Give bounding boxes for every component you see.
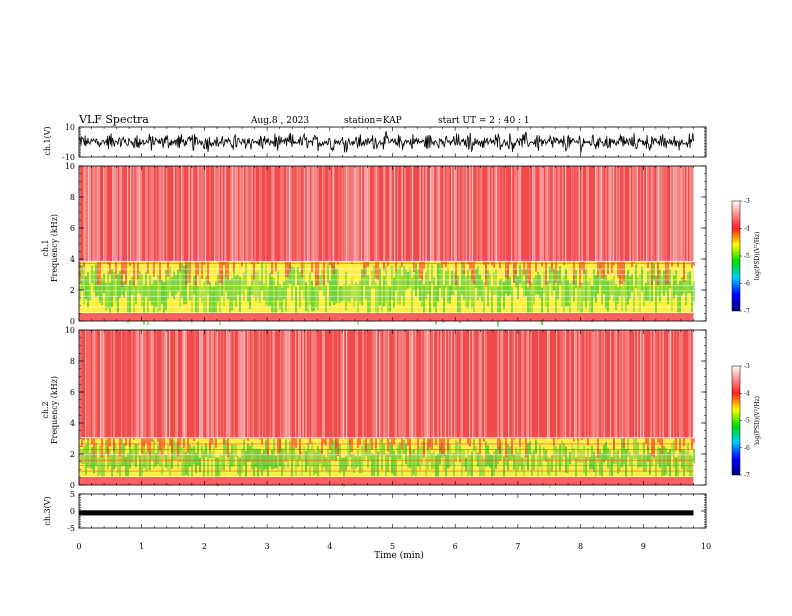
- x-tick-label: 2: [202, 542, 207, 551]
- y-tick-label: 4: [70, 255, 75, 264]
- start-time-label: start UT = 2 : 40 : 1: [438, 116, 530, 126]
- ch1-spec-ylabel: ch.1 Frequency (kHz): [41, 214, 59, 282]
- x-tick-label: 0: [76, 542, 81, 551]
- ch2-spec-ylabel: ch.2 Frequency (kHz): [41, 376, 59, 444]
- date-label: Aug.8 , 2023: [250, 116, 309, 126]
- ch2-colorbar: -3 -4 -5 -6 -7 log(PSD)(V²/Hz): [732, 363, 761, 479]
- x-tick-label: 7: [515, 542, 520, 551]
- colorbar-tick-label: -5: [744, 418, 750, 425]
- y-tick-label: 6: [70, 224, 75, 233]
- x-tick-label: 3: [265, 542, 270, 551]
- y-tick-label: 8: [70, 193, 75, 202]
- station-label: station=KAP: [344, 116, 402, 126]
- colorbar-tick-label: -4: [744, 226, 750, 233]
- colorbar-gradient: [732, 366, 740, 475]
- y-tick-label: 4: [70, 419, 75, 428]
- y-tick-label: 5: [70, 490, 75, 499]
- x-tick-label: 10: [701, 542, 711, 551]
- low-freq-rows: [79, 477, 693, 485]
- ch1-waveform-panel: 10 -10: [62, 123, 706, 162]
- low-freq-rows: [79, 313, 693, 321]
- x-tick-label: 4: [327, 542, 332, 551]
- svg-text:Frequency (kHz): Frequency (kHz): [50, 376, 59, 444]
- colorbar-tick-label: -5: [744, 253, 750, 260]
- colorbar-tick-label: -7: [744, 472, 750, 479]
- y-tick-label: 10: [65, 326, 75, 335]
- x-tick-labels: 0 1 2 3 4 5 6 7 8 9 10: [76, 542, 711, 551]
- x-tick-label: 6: [453, 542, 458, 551]
- colorbar-tick-label: -3: [744, 363, 750, 370]
- colorbar-gradient: [732, 201, 740, 311]
- colorbar-tick-label: -7: [744, 308, 750, 315]
- ch2-spectrogram-panel: 0 2 4 6 8 10: [65, 326, 706, 490]
- y-tick-label: 2: [70, 286, 75, 295]
- y-tick-label: 0: [70, 481, 75, 490]
- x-tick-label: 5: [390, 542, 395, 551]
- svg-text:Frequency (kHz): Frequency (kHz): [50, 214, 59, 282]
- x-tick-label: 1: [139, 542, 144, 551]
- colorbar-tick-label: -4: [744, 390, 750, 397]
- colorbar-tick-label: -6: [744, 445, 750, 452]
- x-tick-label: 8: [578, 542, 583, 551]
- ch3-ylabel: ch.3(V): [43, 496, 52, 525]
- ch1-ylabel: ch.1(V): [43, 126, 52, 155]
- y-tick-label: 8: [70, 357, 75, 366]
- y-tick-label: 0: [70, 317, 75, 326]
- ch3-signal-band: [79, 510, 693, 515]
- y-tick-label: 10: [65, 123, 75, 132]
- ch1-colorbar: -3 -4 -5 -6 -7 log(PSD)(V²/Hz): [732, 198, 761, 315]
- colorbar-tick-label: -3: [744, 198, 750, 205]
- x-axis-label: Time (min): [374, 550, 424, 561]
- waveform-series: [79, 132, 694, 154]
- y-tick-label: 2: [70, 450, 75, 459]
- svg-text:ch.1: ch.1: [41, 239, 50, 256]
- figure-title: VLF Spectra: [78, 113, 149, 126]
- colorbar-tick-label: -6: [744, 281, 750, 288]
- svg-text:ch.2: ch.2: [41, 401, 50, 418]
- y-tick-label: -10: [62, 153, 75, 162]
- y-tick-label: 6: [70, 388, 75, 397]
- ch3-waveform-panel: 5 0 -5: [67, 490, 706, 533]
- ch1-spectrogram-panel: 0 2 4 6 8 10: [65, 162, 706, 327]
- y-tick-label: 0: [70, 507, 75, 516]
- y-tick-label: 10: [65, 162, 75, 171]
- colorbar-label: log(PSD)(V²/Hz): [754, 232, 761, 281]
- x-tick-label: 9: [641, 542, 646, 551]
- colorbar-label: log(PSD)(V²/Hz): [754, 396, 761, 445]
- y-tick-label: -5: [67, 524, 75, 533]
